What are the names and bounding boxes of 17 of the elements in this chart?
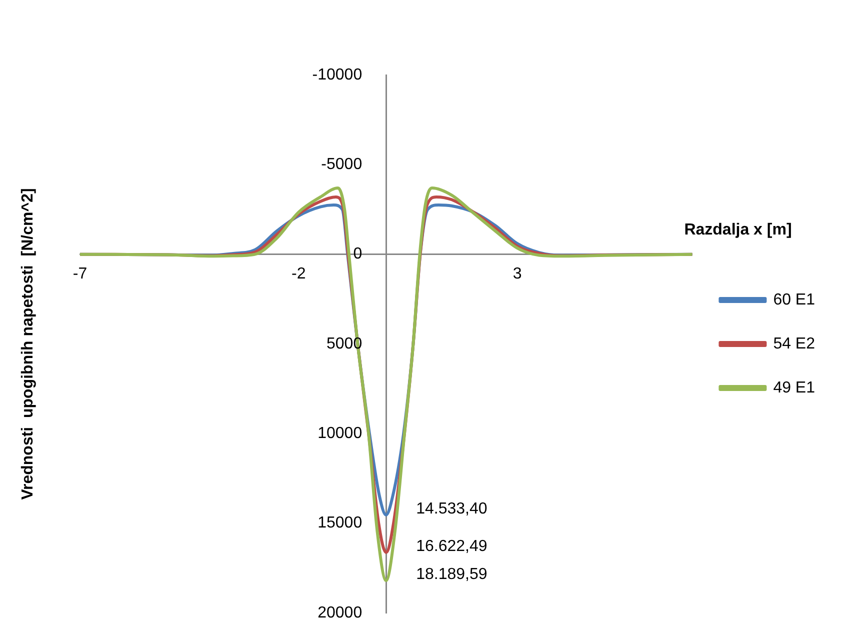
legend-label: 60 E1	[773, 291, 816, 308]
x-tick-label: 3	[512, 265, 522, 282]
x-axis-title: Razdalja x [m]	[684, 222, 792, 239]
data-label: 14.533,40	[416, 500, 488, 518]
y-tick-label: 0	[353, 246, 362, 263]
y-tick-label: 15000	[318, 514, 362, 532]
y-axis-title: Vrednosti upogibnih napetosti [N/cm^2]	[19, 188, 36, 500]
legend-label: 49 E1	[773, 379, 816, 396]
y-tick-label: 10000	[318, 425, 362, 442]
x-tick-label: -7	[72, 265, 88, 282]
data-label: 18.189,59	[416, 566, 488, 583]
legend-label: 54 E2	[773, 335, 816, 352]
y-tick-label: 20000	[318, 604, 362, 622]
data-label: 16.622,49	[416, 538, 488, 555]
y-tick-label: -10000	[312, 66, 362, 84]
y-tick-label: -5000	[321, 156, 362, 174]
x-tick-label: -2	[292, 265, 306, 282]
